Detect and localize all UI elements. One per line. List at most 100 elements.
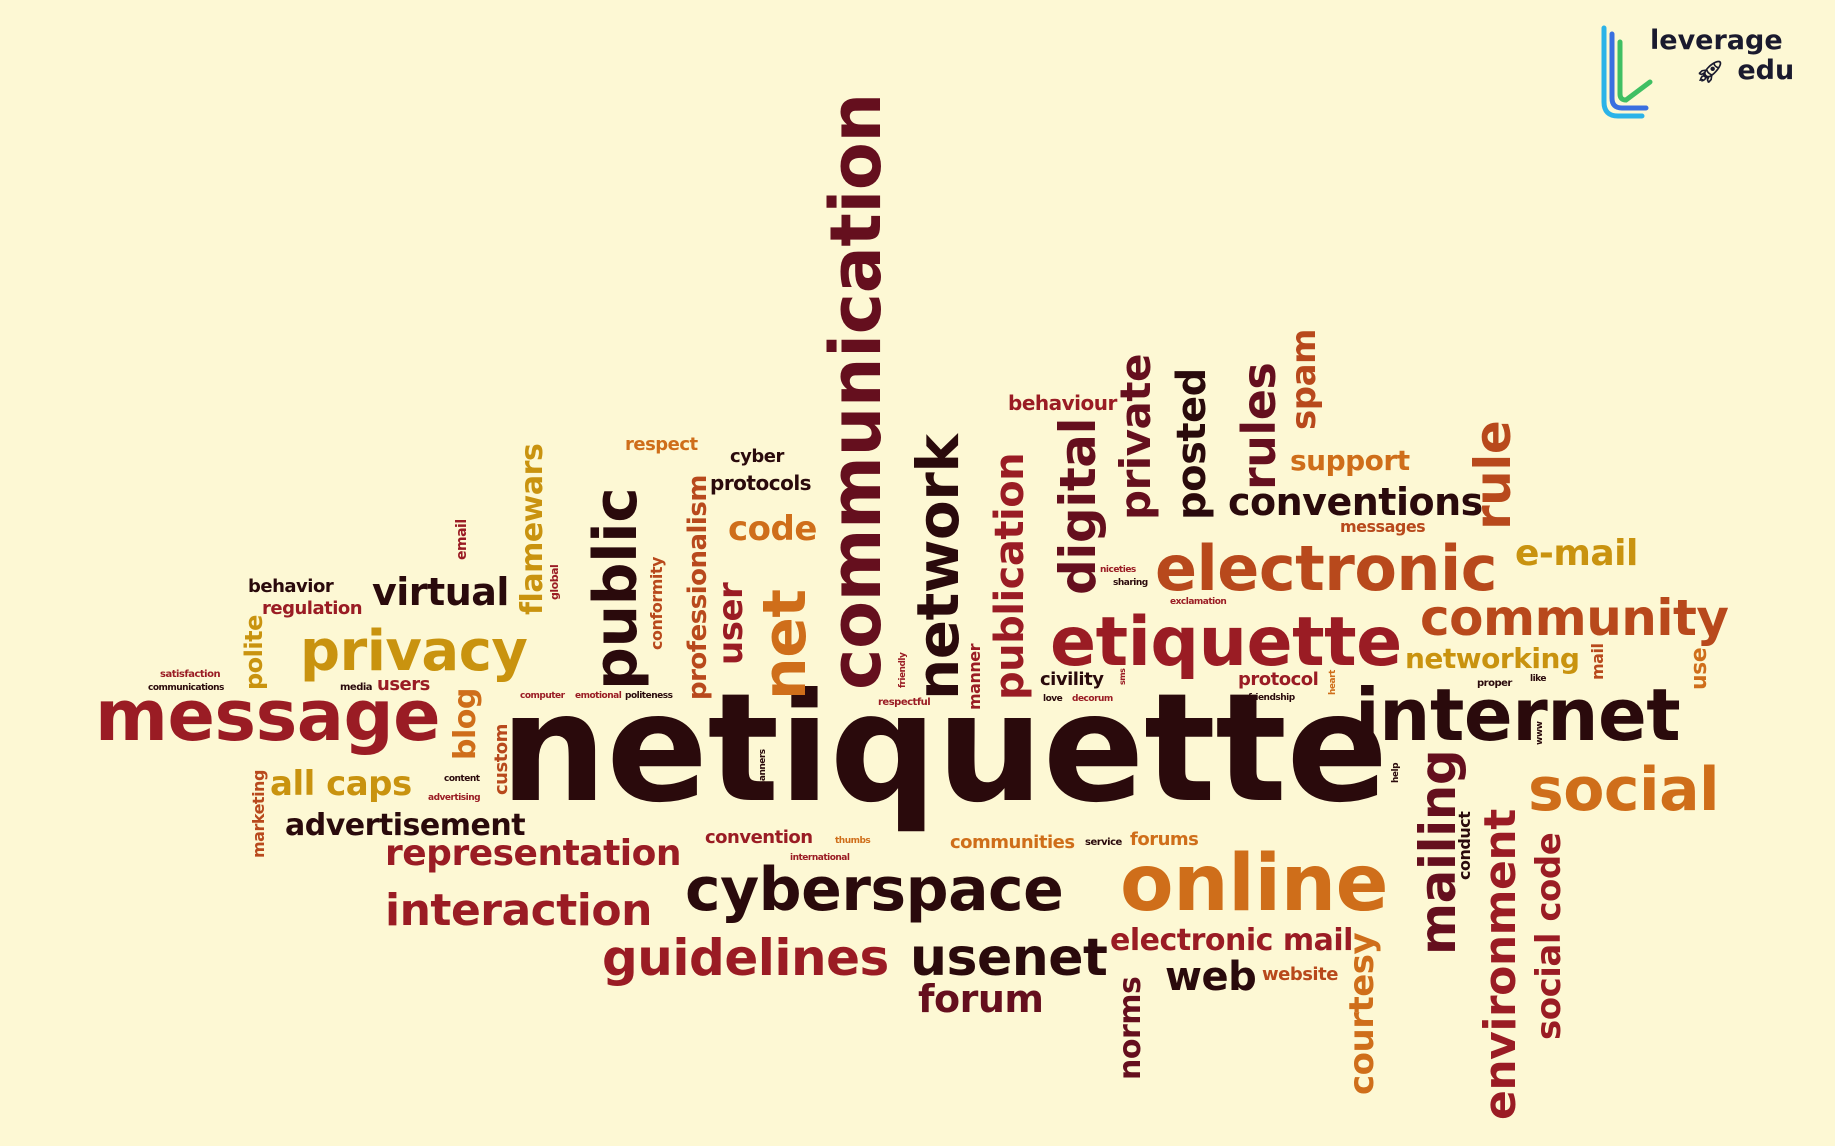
cloud-word-global: global: [548, 565, 561, 600]
cloud-word-e-mail: e-mail: [1515, 533, 1638, 574]
cloud-word-advertising: advertising: [428, 793, 480, 803]
cloud-word-all-caps: all caps: [270, 764, 412, 804]
cloud-word-social-code: social code: [1529, 833, 1569, 1040]
cloud-word-convention: convention: [705, 827, 813, 848]
cloud-word-mail: mail: [1588, 644, 1607, 680]
cloud-word-satisfaction: satisfaction: [160, 669, 220, 680]
cloud-word-respectful: respectful: [878, 697, 930, 708]
cloud-word-interaction: interaction: [385, 885, 652, 936]
cloud-word-posted: posted: [1169, 368, 1215, 520]
cloud-word-rule: rule: [1464, 421, 1522, 530]
cloud-word-sharing: sharing: [1113, 578, 1148, 588]
cloud-word-respect: respect: [625, 434, 699, 455]
cloud-word-conformity: conformity: [647, 556, 666, 650]
logo-mark: [1601, 25, 1653, 119]
cloud-word-marketing: marketing: [249, 770, 268, 858]
cloud-word-behaviour: behaviour: [1008, 391, 1117, 415]
cloud-word-users: users: [377, 674, 430, 695]
cloud-word-netiquette: netiquette: [500, 662, 1388, 836]
cloud-word-guidelines: guidelines: [602, 929, 889, 987]
cloud-word-network: network: [904, 433, 972, 700]
cloud-word-behavior: behavior: [248, 576, 334, 597]
cloud-word-sms: sms: [1118, 668, 1127, 685]
cloud-word-virtual: virtual: [372, 570, 509, 614]
cloud-word-electronic: electronic: [1155, 532, 1497, 605]
cloud-word-support: support: [1290, 444, 1410, 477]
cloud-word-protocols: protocols: [710, 471, 811, 495]
cloud-word-forum: forum: [918, 977, 1044, 1021]
logo-edu-label: edu: [1737, 55, 1795, 86]
cloud-word-emotional: emotional: [575, 691, 622, 701]
cloud-word-messages: messages: [1340, 517, 1425, 536]
logo-stroke-indigo: [1609, 31, 1649, 111]
cloud-word-code: code: [728, 509, 817, 549]
cloud-word-communication: communication: [815, 93, 897, 690]
cloud-word-public: public: [581, 488, 651, 690]
cloud-word-content: content: [444, 774, 481, 784]
cloud-word-digital: digital: [1049, 418, 1107, 595]
logo-stroke-green: [1617, 39, 1653, 103]
logo-stroke-blue: [1601, 25, 1645, 119]
cloud-word-social: social: [1528, 755, 1719, 825]
cloud-word-cyber: cyber: [730, 446, 784, 467]
cloud-word-politeness: politeness: [625, 691, 673, 701]
cloud-word-international: international: [790, 853, 850, 863]
cloud-word-mailing: mailing: [1409, 750, 1467, 955]
cloud-word-rules: rules: [1232, 363, 1286, 490]
cloud-word-media: media: [340, 682, 372, 693]
cloud-word-manner: manner: [965, 643, 984, 710]
cloud-word-professionalism: professionalism: [683, 475, 713, 700]
cloud-word-use: use: [1687, 648, 1712, 690]
cloud-word-courtesy: courtesy: [1342, 932, 1382, 1095]
cloud-word-flamewars: flamewars: [515, 444, 550, 615]
cloud-word-internet: internet: [1355, 673, 1680, 757]
cloud-word-environment: environment: [1475, 809, 1526, 1120]
cloud-word-manners: manners: [758, 749, 768, 790]
cloud-word-friendly: friendly: [898, 652, 908, 688]
cloud-word-email: email: [454, 519, 470, 560]
cloud-word-cyberspace: cyberspace: [685, 855, 1063, 925]
logo-text-leverage: leverage: [1650, 25, 1783, 56]
cloud-word-protocol: protocol: [1238, 669, 1318, 690]
cloud-word-net: net: [750, 589, 820, 700]
cloud-word-blog: blog: [448, 688, 483, 760]
cloud-word-exclamation: exclamation: [1170, 597, 1226, 607]
cloud-word-publication: publication: [987, 453, 1033, 700]
cloud-word-private: private: [1111, 354, 1160, 520]
cloud-word-niceties: niceties: [1100, 565, 1136, 575]
cloud-word-conventions: conventions: [1228, 480, 1483, 524]
leverage-edu-logo: leverage 🚀︎ edu: [1598, 24, 1798, 124]
cloud-word-forums: forums: [1130, 829, 1198, 850]
cloud-word-computer: computer: [520, 691, 566, 701]
cloud-word-thumbs: thumbs: [835, 836, 870, 846]
cloud-word-representation: representation: [385, 833, 681, 874]
cloud-word-usenet: usenet: [910, 928, 1107, 988]
cloud-word-electronic-mail: electronic mail: [1110, 923, 1353, 958]
cloud-word-message: message: [95, 675, 440, 757]
cloud-word-like: like: [1530, 674, 1546, 684]
cloud-word-web: web: [1165, 954, 1256, 1000]
cloud-word-polite: polite: [240, 615, 268, 690]
cloud-word-help: help: [1391, 762, 1401, 783]
cloud-word-custom: custom: [491, 724, 512, 795]
cloud-word-regulation: regulation: [262, 598, 362, 619]
cloud-word-heart: heart: [1328, 669, 1338, 695]
cloud-word-decorum: decorum: [1072, 694, 1113, 704]
cloud-word-privacy: privacy: [300, 619, 527, 684]
cloud-word-civility: civility: [1040, 669, 1104, 690]
cloud-word-spam: spam: [1284, 329, 1324, 430]
cloud-word-community: community: [1420, 589, 1729, 647]
cloud-word-communities: communities: [950, 832, 1075, 853]
cloud-word-service: service: [1085, 837, 1123, 848]
cloud-word-networking: networking: [1405, 642, 1579, 675]
logo-text-edu: 🚀︎ edu: [1696, 56, 1794, 88]
cloud-word-conduct: conduct: [1455, 811, 1474, 880]
cloud-word-love: love: [1043, 694, 1063, 704]
cloud-word-online: online: [1120, 839, 1388, 929]
cloud-word-user: user: [711, 582, 751, 665]
cloud-word-norms: norms: [1113, 977, 1148, 1080]
cloud-word-proper: proper: [1477, 678, 1512, 689]
rocket-icon: 🚀︎: [1696, 60, 1724, 85]
